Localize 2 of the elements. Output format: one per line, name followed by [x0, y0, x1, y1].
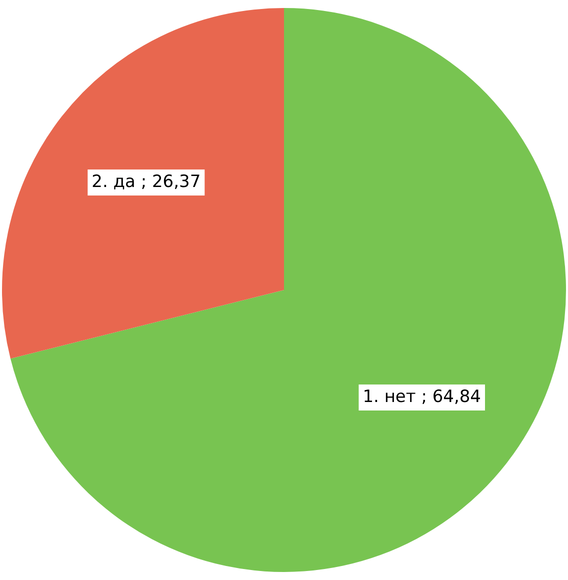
- slice-label: 1. нет ; 64,84: [362, 386, 482, 407]
- slice-label: 2. да ; 26,37: [92, 172, 201, 192]
